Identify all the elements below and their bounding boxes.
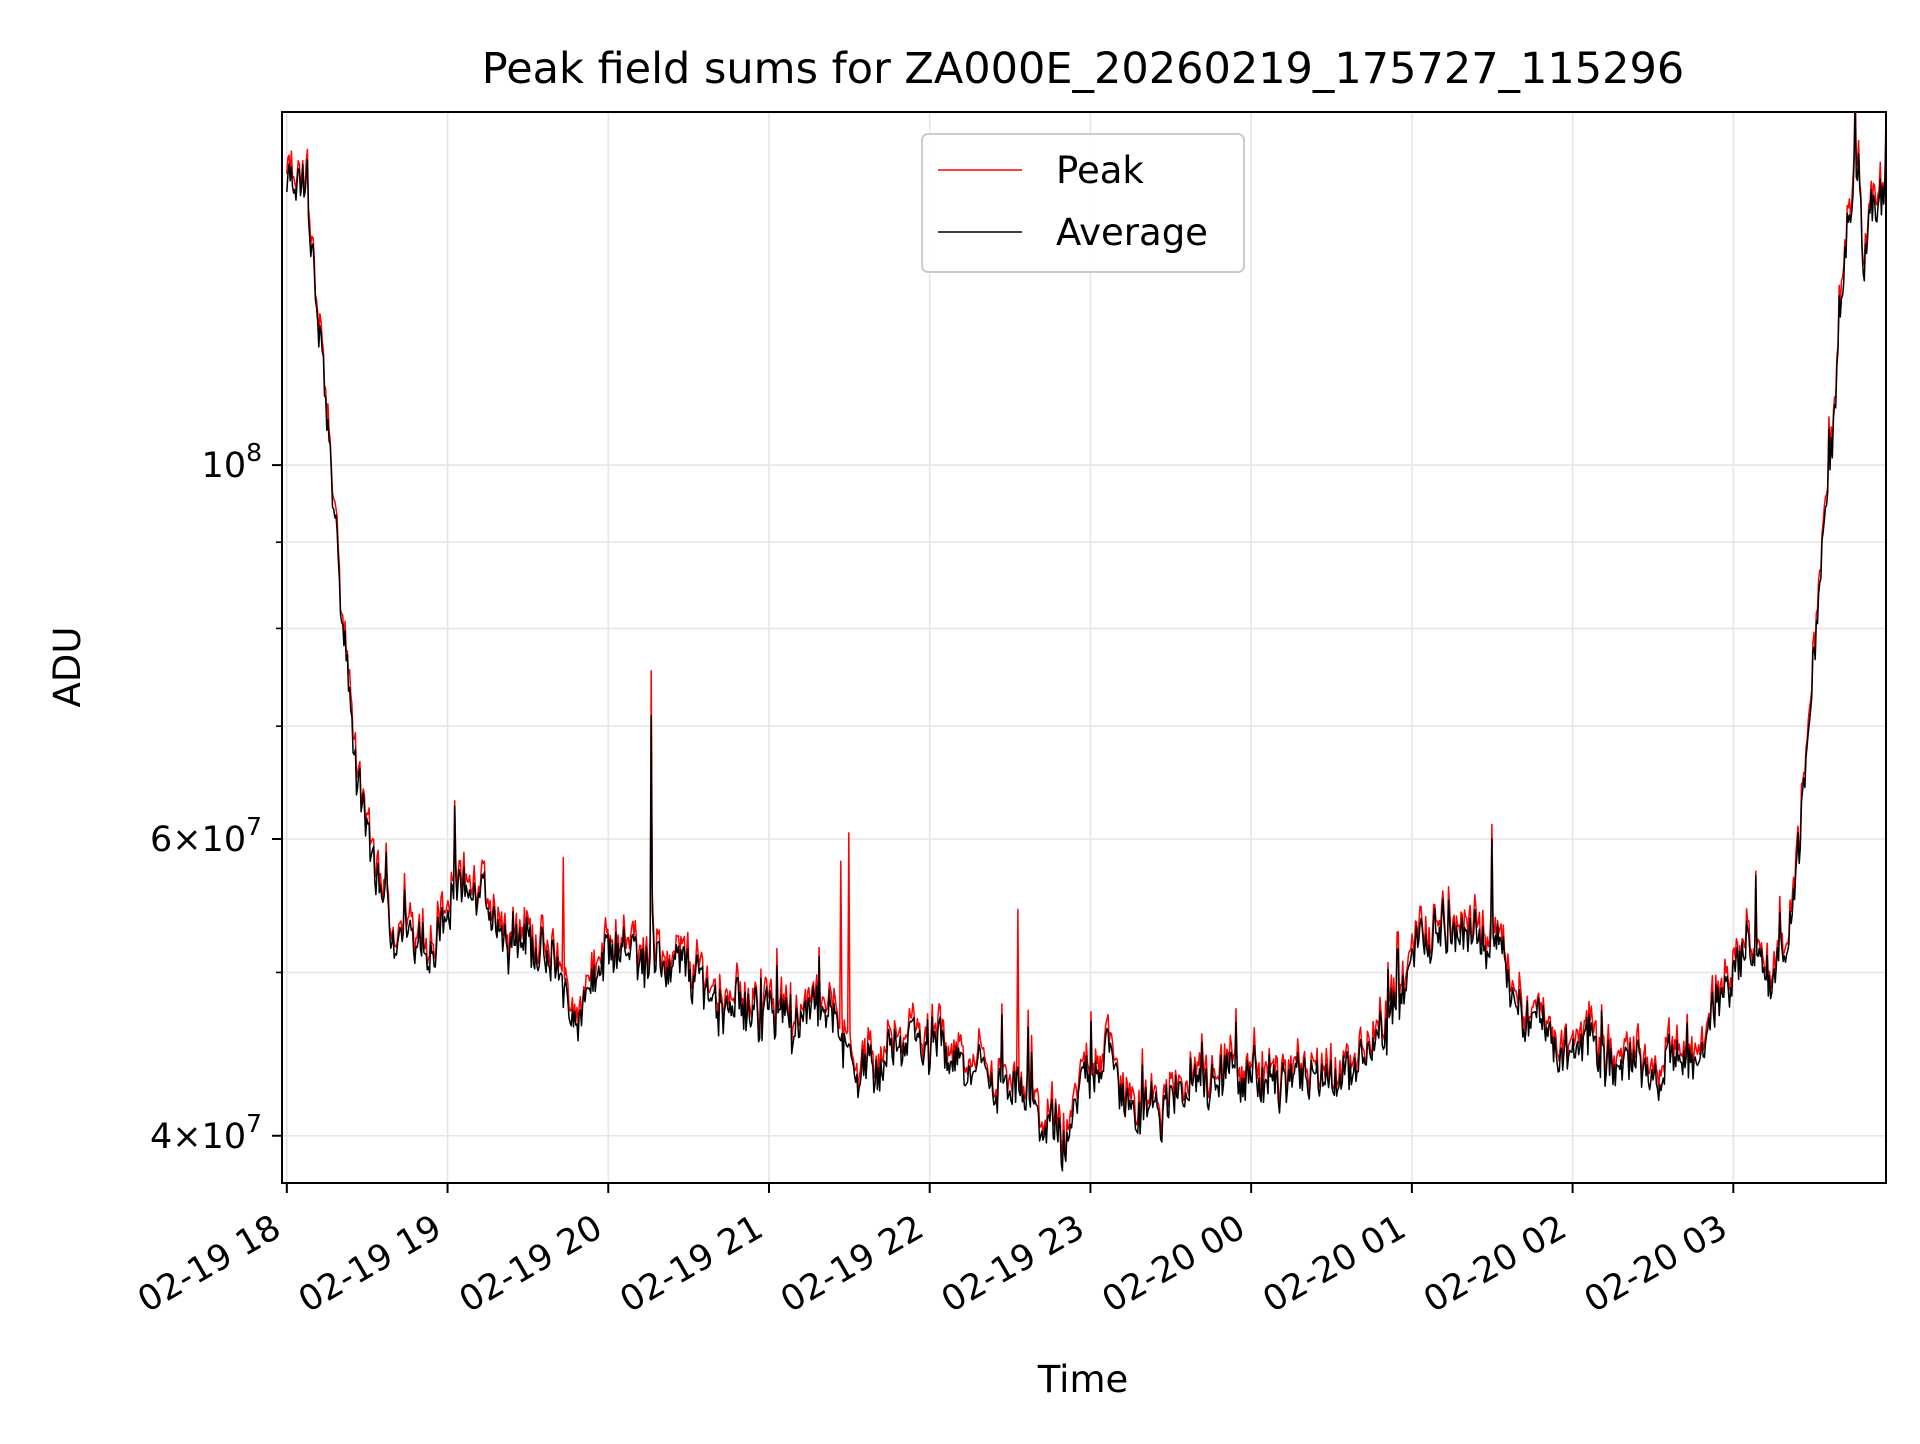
y-axis-label: ADU xyxy=(46,627,89,708)
legend-box xyxy=(921,133,1245,273)
y-tick-label: 6×107 xyxy=(150,812,262,860)
y-tick-exponent: 7 xyxy=(246,1109,262,1138)
y-tick-exponent: 8 xyxy=(246,438,262,467)
y-tick-mantissa: 4× xyxy=(150,1117,202,1157)
legend-average-label: Average xyxy=(1056,211,1208,254)
series-peak-line xyxy=(286,112,1886,1159)
series-average-line xyxy=(286,112,1886,1172)
chart-title: Peak field sums for ZA000E_20260219_1757… xyxy=(482,44,1684,94)
legend: Peak Average xyxy=(921,133,1245,273)
series-layer xyxy=(286,112,1886,1172)
y-tick-base: 10 xyxy=(202,820,247,860)
y-tick-base: 10 xyxy=(202,446,247,486)
plot-frame xyxy=(281,111,1887,1184)
x-axis-label: Time xyxy=(1037,1358,1129,1401)
y-tick-exponent: 7 xyxy=(246,812,262,841)
y-tick-label: 108 xyxy=(202,438,262,486)
y-tick-label: 4×107 xyxy=(150,1109,262,1157)
y-tick-mantissa: 6× xyxy=(150,820,202,860)
grid xyxy=(282,112,1886,1183)
legend-peak-label: Peak xyxy=(1056,149,1144,192)
y-tick-base: 10 xyxy=(202,1117,247,1157)
